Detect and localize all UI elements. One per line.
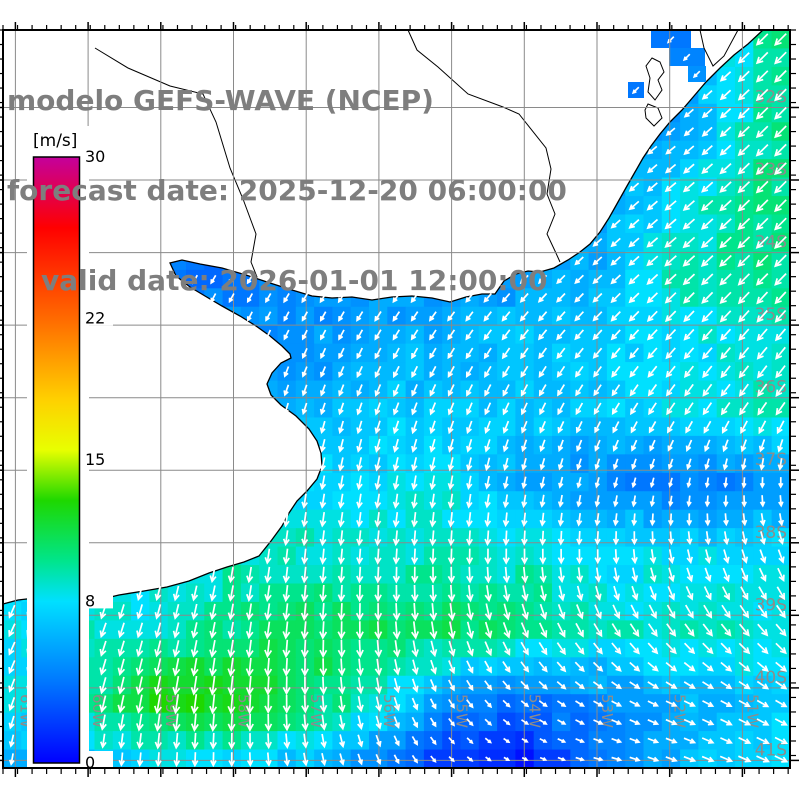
svg-text:56W: 56W (380, 694, 398, 728)
map-frame (0, 22, 799, 777)
svg-text:53W: 53W (598, 694, 616, 728)
svg-text:41S: 41S (755, 740, 787, 760)
svg-text:[m/s]: [m/s] (33, 131, 77, 151)
svg-text:54W: 54W (525, 694, 543, 728)
svg-text:40S: 40S (755, 668, 787, 688)
svg-text:55W: 55W (453, 694, 471, 728)
svg-text:8: 8 (85, 591, 95, 610)
coastline (2, 29, 764, 605)
wind-arrows (8, 33, 789, 768)
svg-text:15: 15 (85, 450, 105, 469)
svg-text:22: 22 (85, 309, 105, 328)
svg-text:59W: 59W (162, 694, 180, 728)
colorbar: [m/s] 30 22 15 8 0 (27, 126, 113, 776)
svg-text:58W: 58W (235, 694, 253, 728)
svg-text:30: 30 (85, 147, 105, 166)
svg-text:32S: 32S (755, 88, 787, 108)
svg-text:33S: 33S (755, 160, 787, 180)
svg-text:34S: 34S (755, 233, 787, 253)
svg-text:60W: 60W (89, 694, 107, 728)
rivers (94, 29, 561, 285)
svg-text:57W: 57W (307, 694, 325, 728)
land-mask (3, 30, 763, 604)
lagoon-water (628, 29, 739, 127)
svg-text:0: 0 (85, 753, 95, 772)
